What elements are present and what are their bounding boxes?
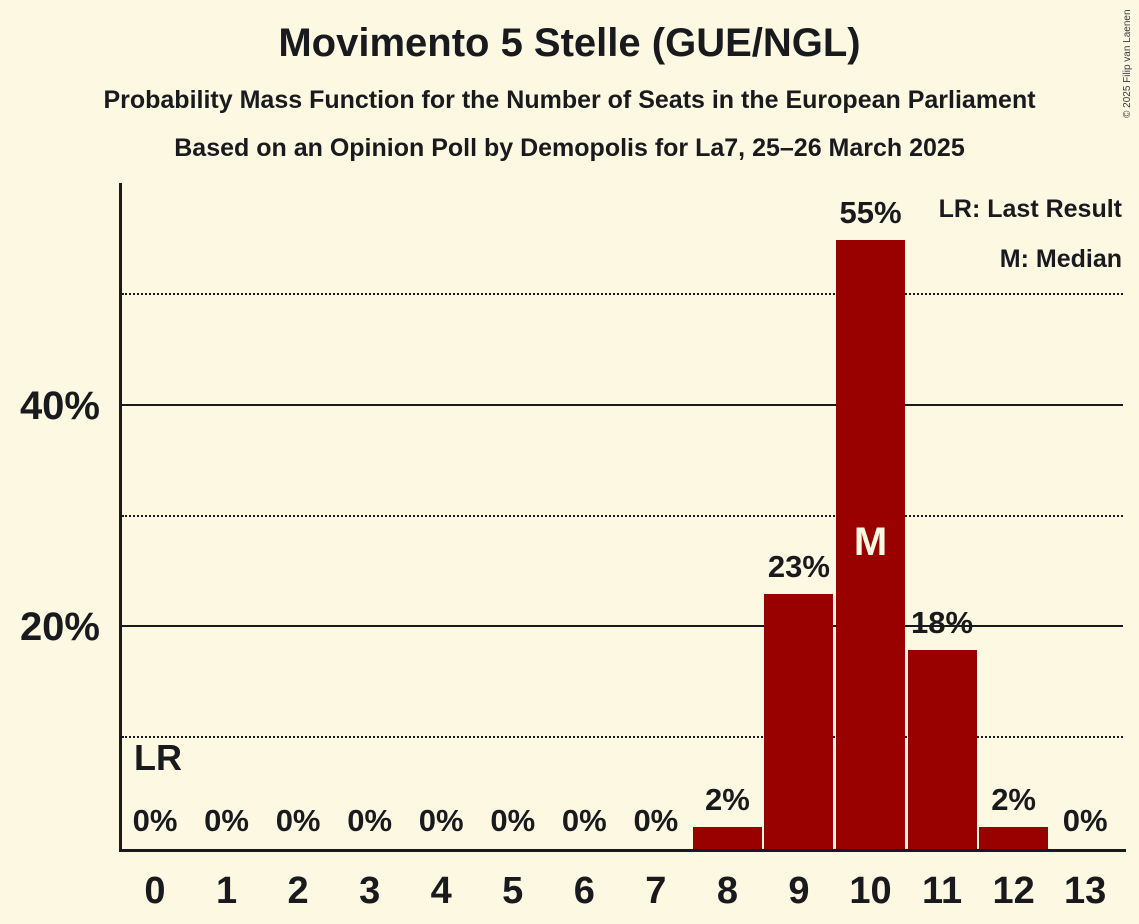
bar-value-label-seat-13: 0% [1062, 803, 1108, 838]
x-tick-label-12: 12 [992, 870, 1035, 912]
bar-value-label-seat-2: 0% [275, 803, 321, 838]
bar-value-label-seat-12: 2% [991, 781, 1036, 817]
x-tick-label-6: 6 [573, 870, 595, 912]
gridline-50pct [122, 293, 1123, 295]
bar-value-label-seat-5: 0% [490, 803, 536, 838]
x-tick-label-9: 9 [788, 870, 810, 912]
page-title: Movimento 5 Stelle (GUE/NGL) [278, 21, 861, 65]
y-tick-label-40pct: 40% [19, 383, 100, 428]
bar-seat-10 [836, 239, 905, 849]
copyright-notice: © 2025 Filip van Laenen [1122, 9, 1133, 118]
bar-seat-8 [692, 826, 762, 849]
x-tick-label-0: 0 [144, 870, 166, 912]
bar-value-label-seat-7: 0% [633, 803, 679, 838]
last-result-marker: LR [134, 737, 182, 778]
bar-value-label-seat-3: 0% [347, 803, 393, 838]
x-tick-label-5: 5 [502, 870, 524, 912]
bar-seat-9 [764, 594, 834, 849]
gridline-40pct [122, 403, 1123, 406]
x-tick-label-4: 4 [430, 870, 452, 912]
bar-value-label-seat-10: 55% [839, 194, 902, 230]
x-tick-label-7: 7 [645, 870, 667, 912]
bar-value-label-seat-11: 18% [911, 604, 974, 640]
x-tick-label-10: 10 [849, 870, 892, 912]
chart-subtitle: Probability Mass Function for the Number… [103, 86, 1036, 114]
gridline-20pct [122, 625, 1123, 628]
bar-value-label-seat-0: 0% [132, 803, 178, 838]
x-tick-label-13: 13 [1064, 870, 1107, 912]
legend-last-result: LR: Last Result [938, 195, 1122, 223]
bar-seat-12 [979, 826, 1049, 849]
bar-value-label-seat-4: 0% [418, 803, 464, 838]
gridline-10pct [122, 736, 1123, 739]
x-tick-label-1: 1 [215, 870, 238, 912]
bar-value-label-seat-1: 0% [204, 803, 249, 838]
x-tick-label-3: 3 [359, 870, 381, 912]
bar-seat-11 [907, 649, 977, 849]
legend: LR: Last Result M: Median [939, 184, 1122, 284]
chart-source-line: Based on an Opinion Poll by Demopolis fo… [174, 134, 965, 162]
median-marker: M [853, 520, 888, 564]
x-tick-label-8: 8 [716, 870, 738, 912]
plot-area: 0% 0% 0% 0% 0% 0% 0% 0% 2% 23% 55% 18% 2% 0% LR M [119, 183, 1126, 852]
y-tick-label-20pct: 20% [19, 605, 100, 650]
bar-value-label-seat-9: 23% [767, 549, 830, 585]
x-tick-label-11: 11 [921, 870, 963, 912]
x-tick-label-2: 2 [287, 870, 309, 912]
bar-value-label-seat-6: 0% [561, 803, 607, 838]
bar-value-label-seat-8: 2% [704, 781, 750, 817]
gridline-30pct [122, 514, 1123, 517]
legend-median: M: Median [999, 245, 1122, 273]
